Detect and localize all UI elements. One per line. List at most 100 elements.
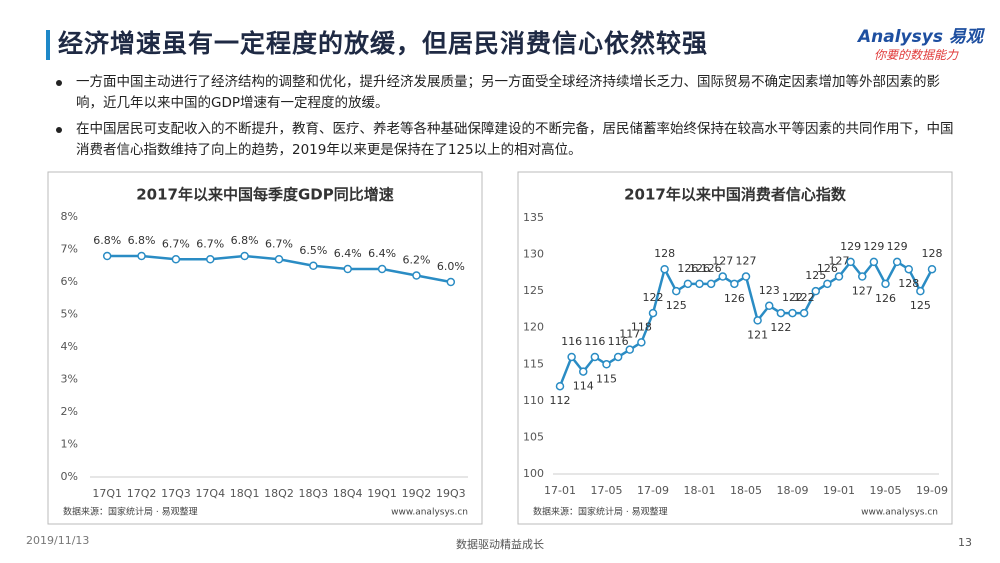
- point: [846, 257, 855, 267]
- point: [343, 264, 352, 274]
- data-label: 126: [689, 262, 710, 275]
- point: [137, 251, 146, 261]
- point: [730, 279, 739, 289]
- data-label: 112: [550, 394, 571, 407]
- x-tick-label: 17-05: [591, 484, 623, 497]
- data-label: 6.7%: [162, 237, 190, 250]
- data-label: 127: [712, 255, 733, 268]
- data-label: 128: [654, 247, 675, 260]
- data-label: 121: [747, 328, 768, 341]
- data-label: 122: [770, 321, 791, 334]
- data-label: 116: [584, 335, 605, 348]
- data-label: 6.0%: [437, 260, 465, 273]
- data-label: 6.2%: [402, 254, 430, 267]
- y-tick-label: 7%: [61, 243, 78, 256]
- x-tick-label: 18-09: [777, 484, 809, 497]
- data-label: 128: [922, 247, 943, 260]
- point: [683, 279, 693, 289]
- x-tick-label: 19Q3: [436, 487, 466, 500]
- point: [881, 279, 890, 289]
- point: [446, 277, 456, 287]
- data-label: 122: [643, 291, 664, 304]
- point: [555, 381, 565, 391]
- point: [776, 308, 786, 318]
- point: [834, 272, 844, 281]
- data-label: 126: [677, 262, 698, 275]
- y-tick-label: 5%: [61, 308, 78, 321]
- chart-frame: [517, 171, 953, 525]
- point: [102, 251, 112, 261]
- point: [660, 264, 669, 274]
- website: www.analysys.cn: [861, 508, 938, 518]
- data-label: 129: [863, 240, 884, 253]
- bullet-text: 一方面中国主动进行了经济结构的调整和优化，提升经济发展质量；另一方面受全球经济持…: [76, 74, 940, 111]
- point: [309, 261, 318, 270]
- data-label: 126: [875, 292, 896, 305]
- data-label: 6.4%: [334, 247, 362, 260]
- point: [613, 352, 623, 362]
- x-tick-label: 18Q4: [333, 487, 363, 500]
- data-label: 125: [805, 269, 826, 282]
- bullet-text: 在中国居民可支配收入的不断提升，教育、医疗、养老等各种基础保障建设的不断完备，居…: [76, 121, 954, 158]
- x-tick-label: 17Q1: [92, 487, 122, 500]
- x-tick-label: 19Q1: [367, 487, 397, 500]
- point: [625, 345, 634, 354]
- point: [753, 316, 762, 325]
- point: [892, 257, 902, 267]
- data-label: 129: [840, 240, 861, 253]
- point: [799, 308, 809, 318]
- point: [206, 255, 215, 264]
- x-tick-label: 18Q3: [299, 487, 329, 500]
- point: [788, 308, 797, 318]
- source: 数据来源：国家统计局 · 易观整理: [533, 506, 668, 518]
- data-label: 122: [782, 291, 803, 304]
- data-label: 6.7%: [196, 237, 224, 250]
- y-tick-label: 125: [523, 284, 544, 297]
- bullet-dot: [56, 80, 62, 86]
- y-tick-label: 130: [523, 248, 544, 261]
- point: [590, 352, 600, 362]
- page-number: 13: [958, 536, 972, 549]
- point: [927, 264, 937, 274]
- data-label: 122: [794, 291, 815, 304]
- point: [916, 286, 925, 296]
- y-tick-label: 105: [523, 430, 544, 443]
- x-tick-label: 19-05: [870, 484, 902, 497]
- y-tick-label: 110: [523, 394, 544, 407]
- y-tick-label: 120: [523, 321, 544, 334]
- point: [858, 272, 867, 281]
- point: [672, 286, 681, 296]
- bullet-dot: [56, 127, 62, 133]
- x-tick-label: 18-01: [684, 484, 716, 497]
- point: [811, 286, 820, 296]
- data-label: 116: [561, 335, 582, 348]
- point: [602, 360, 611, 369]
- point: [274, 255, 284, 264]
- x-tick-label: 17-01: [544, 484, 576, 497]
- slide-title: 经济增速虽有一定程度的放缓，但居民消费信心依然较强: [58, 29, 709, 58]
- y-tick-label: 1%: [61, 438, 78, 451]
- logo: Analysys 易观: [858, 27, 983, 47]
- data-label: 126: [724, 292, 745, 305]
- point: [695, 279, 704, 289]
- data-label: 127: [736, 255, 757, 268]
- point: [765, 301, 774, 311]
- data-label: 126: [817, 262, 838, 275]
- point: [377, 264, 387, 274]
- x-tick-label: 18-05: [730, 484, 762, 497]
- data-label: 123: [759, 284, 780, 297]
- footer-date: 2019/11/13: [26, 534, 90, 547]
- y-tick-label: 3%: [61, 373, 78, 386]
- point: [904, 264, 913, 274]
- data-label: 6.4%: [368, 247, 396, 260]
- data-label: 117: [619, 328, 640, 341]
- data-label: 126: [701, 262, 722, 275]
- point: [240, 251, 249, 261]
- point: [741, 272, 751, 281]
- website: www.analysys.cn: [391, 508, 468, 518]
- point: [706, 279, 716, 289]
- y-tick-label: 0%: [61, 470, 78, 483]
- x-tick-label: 19-01: [823, 484, 855, 497]
- logo-slogan: 你要的数据能力: [874, 48, 959, 62]
